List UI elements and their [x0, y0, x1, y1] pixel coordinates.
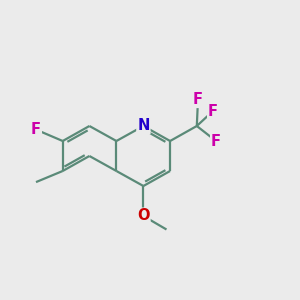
Text: F: F	[31, 122, 41, 137]
Text: N: N	[137, 118, 150, 134]
Text: F: F	[193, 92, 203, 107]
Text: F: F	[211, 134, 221, 148]
Text: O: O	[137, 208, 150, 224]
Text: F: F	[208, 103, 218, 118]
